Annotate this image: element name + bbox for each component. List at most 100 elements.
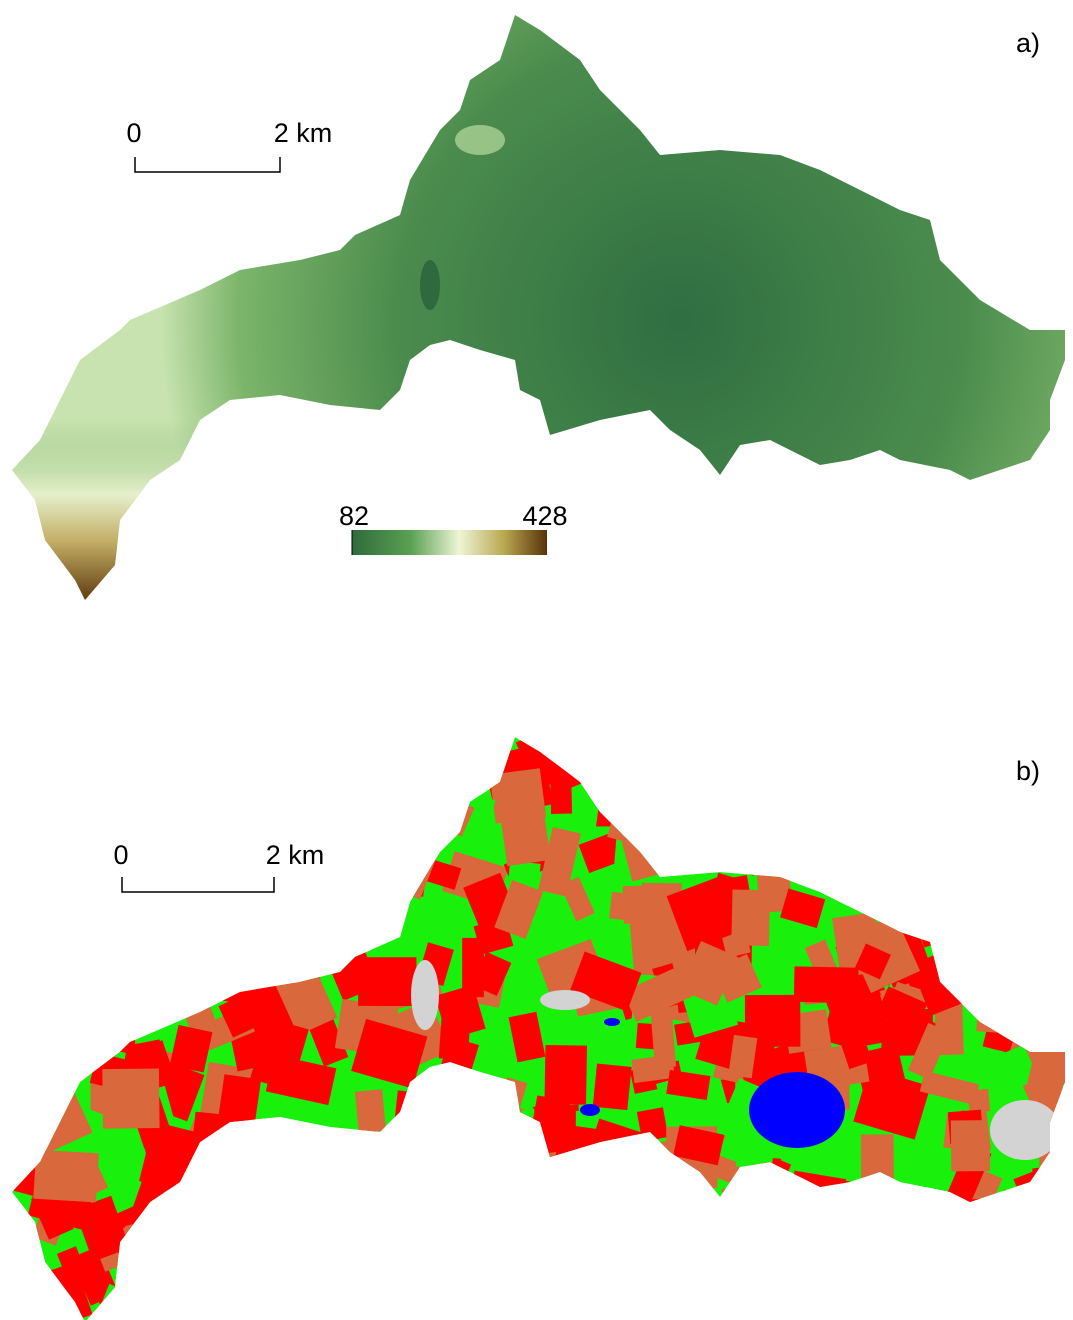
parcel: [392, 1237, 421, 1274]
parcel: [472, 1108, 542, 1164]
parcel: [847, 1206, 905, 1271]
parcel: [667, 1261, 700, 1289]
parcel: [713, 1257, 753, 1316]
parcel: [752, 1189, 815, 1241]
parcel: [746, 739, 777, 793]
parcel: [398, 1257, 461, 1320]
parcel: [268, 804, 321, 833]
parcel: [737, 750, 780, 808]
parcel: [971, 923, 1002, 967]
parcel: [297, 1246, 348, 1288]
parcel: [1004, 898, 1071, 964]
parcel: [328, 839, 357, 885]
parcel: [764, 755, 819, 792]
parcel: [653, 756, 716, 804]
parcel: [474, 1298, 531, 1320]
scale-end: 2 km: [266, 840, 325, 870]
parcel: [963, 832, 1010, 867]
parcel: [423, 1149, 450, 1183]
parcel: [418, 1233, 461, 1285]
parcel: [2, 738, 35, 775]
parcel: [884, 1207, 946, 1254]
parcel: [347, 910, 378, 939]
parcel: [388, 1179, 459, 1244]
parcel: [412, 1104, 454, 1163]
parcel: [977, 780, 1024, 828]
parcel: [827, 1175, 899, 1246]
parcel: [349, 806, 411, 864]
parcel: [919, 1255, 962, 1318]
parcel: [122, 1254, 155, 1288]
parcel: [268, 1123, 325, 1180]
parcel: [960, 855, 1025, 896]
parcel: [181, 1248, 240, 1312]
parcel: [863, 1237, 913, 1272]
parcel: [393, 1090, 424, 1139]
parcel: [138, 741, 210, 818]
parcel: [446, 1247, 472, 1303]
parcel: [261, 877, 321, 903]
parcel: [989, 924, 1026, 986]
parcel: [835, 1184, 903, 1230]
parcel: [289, 1226, 326, 1275]
parcel: [356, 742, 398, 775]
parcel: [11, 808, 47, 863]
parcel: [1009, 1236, 1039, 1273]
parcel: [974, 856, 1040, 916]
parcel: [111, 936, 184, 1000]
parcel: [80, 1020, 104, 1068]
land-feature: [411, 960, 439, 1030]
parcel: [743, 1269, 806, 1320]
parcel: [578, 734, 638, 782]
parcel: [659, 737, 720, 806]
parcel: [417, 787, 465, 832]
parcel: [980, 857, 1026, 918]
parcel: [877, 832, 904, 866]
parcel: [259, 931, 306, 979]
parcel: [964, 798, 995, 826]
parcel: [806, 1263, 854, 1290]
parcel: [510, 1218, 546, 1252]
parcel: [954, 1260, 981, 1300]
parcel: [837, 755, 888, 800]
parcel: [18, 898, 66, 940]
parcel: [590, 1152, 642, 1212]
parcel: [537, 1252, 603, 1320]
parcel: [830, 1179, 891, 1223]
parcel: [455, 1237, 527, 1296]
parcel: [721, 1192, 770, 1226]
parcel: [1031, 1272, 1073, 1305]
parcel: [789, 737, 860, 812]
parcel: [649, 765, 714, 804]
legend-max: 428: [522, 501, 567, 531]
land-use-map: [0, 721, 1073, 1320]
parcel: [936, 1262, 1002, 1291]
land-feature: [580, 1104, 600, 1116]
parcel: [880, 1259, 954, 1320]
parcel: [147, 1262, 213, 1313]
parcel: [810, 1224, 852, 1282]
parcel: [371, 796, 408, 829]
parcel: [1013, 1210, 1066, 1257]
parcel: [210, 800, 252, 866]
parcel: [325, 863, 388, 902]
panel-label: b): [1016, 756, 1040, 786]
parcel: [771, 1308, 807, 1320]
parcel: [1047, 1174, 1069, 1235]
parcel: [271, 1162, 306, 1220]
parcel: [1042, 826, 1073, 879]
parcel: [1029, 1016, 1068, 1057]
parcel: [795, 751, 823, 800]
parcel: [474, 1166, 510, 1221]
parcel: [400, 1280, 457, 1320]
parcel: [391, 746, 464, 806]
parcel: [182, 1178, 221, 1227]
parcel: [1047, 791, 1073, 853]
parcel: [543, 1157, 604, 1191]
parcel: [381, 1177, 427, 1215]
parcel: [884, 784, 954, 854]
parcel: [268, 1296, 327, 1320]
parcel: [102, 822, 174, 899]
parcel: [593, 1063, 632, 1110]
parcel: [299, 1208, 370, 1285]
